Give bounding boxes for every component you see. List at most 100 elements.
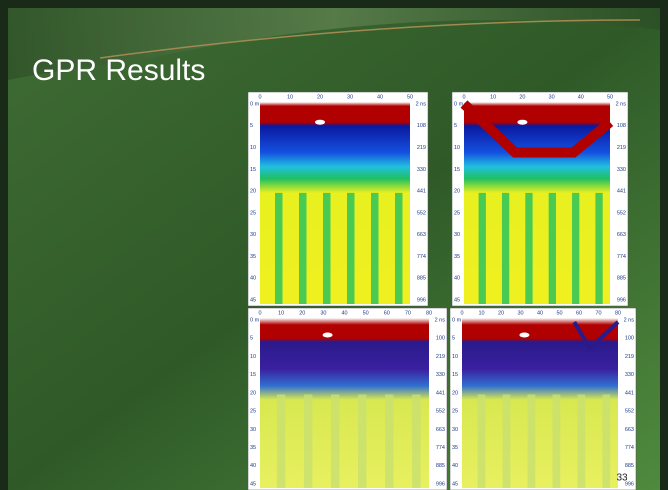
slide: GPR Results 0 10 20 30 40 50 0 m 5 10 15 20 25 30 35 4…: [0, 0, 668, 490]
left-tick-label: 30: [454, 232, 460, 238]
top-tick-label: 70: [595, 310, 601, 316]
left-tick-label: 15: [250, 167, 256, 173]
anomaly: [323, 333, 333, 338]
page: GPR Results 0 10 20 30 40 50 0 m 5 10 15 20 25 30 35 4…: [0, 0, 668, 490]
texture-column: [502, 193, 509, 304]
left-tick-label: 0 m: [250, 317, 260, 323]
texture-column: [385, 395, 393, 489]
left-tick-label: 45: [454, 297, 460, 303]
top-tick-label: 20: [519, 94, 525, 100]
top-tick-label: 30: [517, 310, 523, 316]
texture-column: [277, 395, 285, 489]
top-tick-label: 40: [341, 310, 347, 316]
left-tick-label: 0 m: [452, 317, 462, 323]
left-tick-label: 30: [250, 232, 256, 238]
texture-column: [577, 395, 585, 489]
left-tick-label: 40: [454, 276, 460, 282]
right-tick-label: 885: [625, 463, 634, 469]
top-tick-label: 50: [556, 310, 562, 316]
top-tick-label: 30: [320, 310, 326, 316]
left-tick-label: 15: [250, 372, 256, 378]
right-tick-label: 219: [417, 145, 426, 151]
anomaly: [519, 333, 529, 338]
right-tick-label: 108: [617, 123, 626, 129]
top-tick-label: 50: [607, 94, 613, 100]
top-tick-label: 0: [460, 310, 463, 316]
left-tick-label: 10: [250, 354, 256, 360]
texture-column: [572, 193, 579, 304]
right-tick-label: 885: [617, 276, 626, 282]
right-tick-label: 552: [417, 210, 426, 216]
texture-column: [479, 193, 486, 304]
top-tick-label: 50: [407, 94, 413, 100]
left-tick-label: 25: [250, 210, 256, 216]
texture-column: [275, 193, 283, 304]
right-tick-label: 330: [417, 167, 426, 173]
left-tick-label: 5: [452, 336, 455, 342]
left-tick-label: 10: [454, 145, 460, 151]
left-tick-label: 35: [250, 254, 256, 260]
top-tick-label: 30: [549, 94, 555, 100]
top-tick-label: 30: [347, 94, 353, 100]
right-tick-label: 219: [436, 354, 445, 360]
right-tick-label: 219: [617, 145, 626, 151]
left-tick-label: 40: [250, 276, 256, 282]
texture-column: [299, 193, 307, 304]
texture-column: [323, 193, 331, 304]
texture-column: [412, 395, 420, 489]
top-tick-label: 20: [317, 94, 323, 100]
top-tick-label: 50: [363, 310, 369, 316]
right-tick-label: 552: [617, 210, 626, 216]
left-tick-label: 10: [452, 354, 458, 360]
right-tick-label: 774: [436, 445, 445, 451]
left-tick-label: 15: [452, 372, 458, 378]
texture-column: [331, 395, 339, 489]
left-tick-label: 25: [250, 409, 256, 415]
right-tick-label: 552: [436, 409, 445, 415]
texture-column: [525, 193, 532, 304]
anomaly: [517, 120, 527, 125]
anomaly: [315, 120, 325, 125]
right-tick-label: 219: [625, 354, 634, 360]
right-tick-label: 885: [417, 276, 426, 282]
right-tick-label: 2 ns: [616, 101, 627, 107]
top-tick-label: 10: [478, 310, 484, 316]
left-tick-label: 30: [452, 427, 458, 433]
top-tick-label: 40: [377, 94, 383, 100]
right-tick-label: 663: [617, 232, 626, 238]
texture-column: [395, 193, 403, 304]
right-tick-label: 774: [417, 254, 426, 260]
right-tick-label: 2 ns: [435, 317, 446, 323]
top-tick-label: 60: [576, 310, 582, 316]
title: GPR Results: [32, 54, 205, 87]
left-tick-label: 35: [454, 254, 460, 260]
right-tick-label: 774: [625, 445, 634, 451]
top-tick-label: 80: [615, 310, 621, 316]
top-tick-label: 60: [384, 310, 390, 316]
right-tick-label: 885: [436, 463, 445, 469]
right-tick-label: 2 ns: [416, 101, 427, 107]
right-tick-label: 663: [436, 427, 445, 433]
left-tick-label: 45: [452, 481, 458, 487]
top-tick-label: 80: [426, 310, 432, 316]
right-tick-label: 2 ns: [624, 317, 635, 323]
texture-column: [602, 395, 610, 489]
left-tick-label: 0 m: [454, 101, 464, 107]
left-tick-label: 45: [250, 481, 256, 487]
texture-column: [358, 395, 366, 489]
right-tick-label: 996: [617, 297, 626, 303]
left-tick-label: 0 m: [250, 101, 260, 107]
right-tick-label: 330: [436, 372, 445, 378]
texture-column: [549, 193, 556, 304]
left-tick-label: 20: [454, 189, 460, 195]
left-tick-label: 15: [454, 167, 460, 173]
texture-column: [347, 193, 355, 304]
right-tick-label: 100: [436, 336, 445, 342]
right-tick-label: 441: [436, 390, 445, 396]
top-tick-label: 20: [299, 310, 305, 316]
right-tick-label: 441: [617, 189, 626, 195]
top-tick-label: 40: [537, 310, 543, 316]
